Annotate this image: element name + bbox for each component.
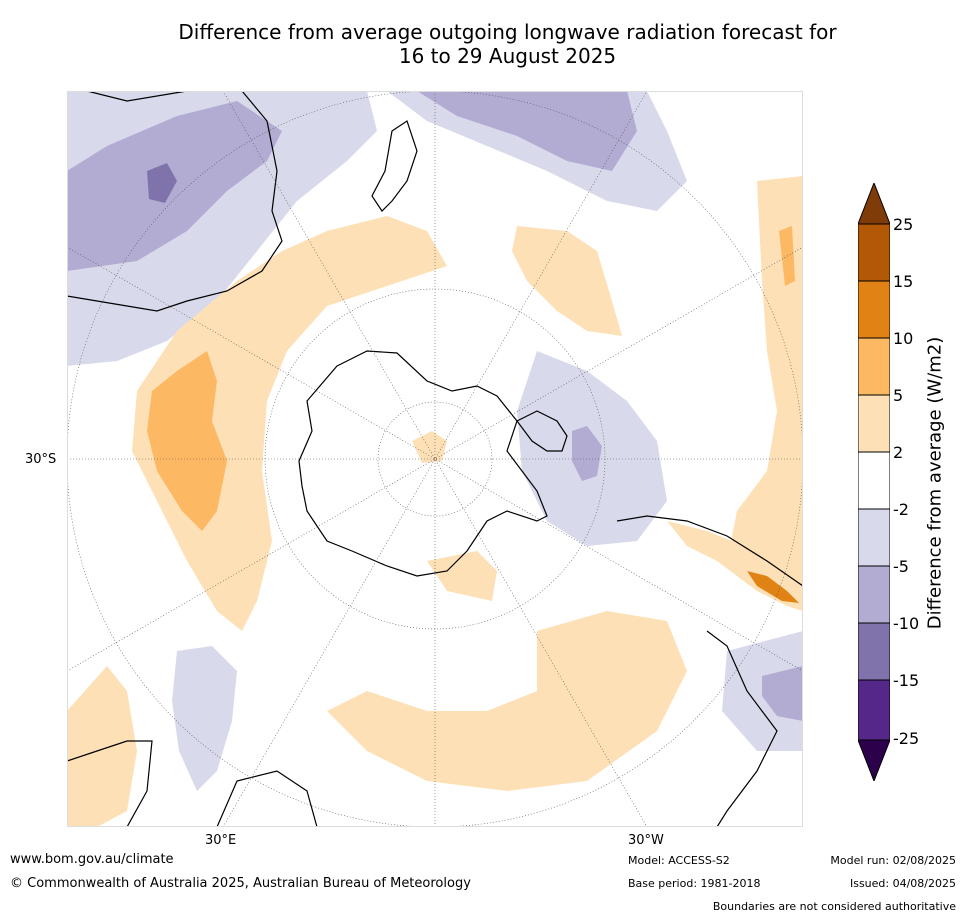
title-line-2: 16 to 29 August 2025	[398, 44, 617, 68]
polar-map	[67, 91, 803, 827]
colorbar-band-8	[857, 622, 891, 681]
map-frame	[67, 91, 803, 827]
antarctica-coastline	[298, 350, 548, 577]
colorbar-band-9	[857, 679, 891, 741]
anomaly-pos-north-pacific	[512, 226, 622, 336]
negative-anomaly-regions	[67, 91, 803, 791]
anomaly-pos-east-strip	[727, 176, 803, 611]
africa-coastline	[706, 630, 778, 827]
anomaly-neg-north-pacific-core	[417, 91, 637, 171]
colorbar-tick: -2	[893, 500, 909, 519]
india-coastline	[67, 740, 153, 827]
colorbar-tick: 15	[893, 272, 914, 291]
anomaly-pos-south-1	[427, 551, 497, 601]
graticule	[67, 91, 803, 827]
footer-base-period: Base period: 1981-2018	[628, 877, 761, 890]
anomaly-pos-south-2	[327, 611, 687, 791]
anomaly-neg-africa-core	[762, 666, 803, 721]
colorbar-top-extension	[857, 181, 891, 225]
anomaly-pos-ring-west	[132, 216, 447, 631]
footer-model: Model: ACCESS-S2	[628, 854, 730, 867]
map-title: Difference from average outgoing longwav…	[100, 20, 915, 68]
colorbar-bottom-extension	[857, 739, 891, 783]
label-lon-30e: 30°E	[205, 833, 237, 848]
footer-copyright: © Commonwealth of Australia 2025, Austra…	[10, 876, 471, 891]
colorbar-band-3	[857, 337, 891, 396]
colorbar-band-4	[857, 394, 891, 453]
footer-url[interactable]: www.bom.gov.au/climate	[10, 852, 174, 867]
colorbar-title: Difference from average (W/m2)	[924, 336, 946, 630]
footer-disclaimer: Boundaries are not considered authoritat…	[712, 900, 956, 913]
label-lat-30s: 30°S	[25, 452, 57, 467]
anomaly-neg-south-atlantic-core	[572, 426, 602, 481]
colorbar-tick: 10	[893, 329, 914, 348]
australia-coastline	[67, 91, 283, 312]
south-america-coastline	[616, 515, 803, 587]
colorbar-tick: -10	[893, 614, 920, 633]
anomaly-pos-southwest	[67, 666, 137, 827]
graticule-meridian-3	[222, 91, 648, 827]
colorbar-tick: 5	[893, 386, 904, 405]
colorbar-band-2	[857, 280, 891, 339]
graticule-circle-1	[377, 401, 493, 517]
graticule-meridian-6	[67, 246, 803, 672]
asia-coastline	[216, 770, 318, 827]
anomaly-pos-west-core	[147, 351, 227, 531]
colorbar-band-6	[857, 508, 891, 567]
colorbar-tick: -25	[893, 729, 920, 748]
footer-model-run: Model run: 02/08/2025	[830, 854, 956, 867]
anomaly-neg-west-pacific-peak	[147, 163, 177, 203]
colorbar-band-7	[857, 565, 891, 624]
graticule-meridian-5	[67, 246, 803, 672]
polar-map-svg	[67, 91, 803, 827]
colorbar-tick: -5	[893, 557, 909, 576]
footer-issued: Issued: 04/08/2025	[849, 877, 956, 890]
anomaly-neg-indian-ocean	[172, 646, 237, 791]
title-line-1: Difference from average outgoing longwav…	[178, 20, 837, 44]
colorbar-tick: 2	[893, 443, 904, 462]
antarctic-peninsula	[516, 410, 568, 452]
label-lon-30w: 30°W	[628, 833, 664, 848]
colorbar-band-1	[857, 223, 891, 282]
colorbar	[857, 181, 891, 783]
graticule-meridian-4	[222, 91, 648, 827]
colorbar-tick: -15	[893, 671, 920, 690]
new-zealand-coastline	[371, 120, 418, 212]
colorbar-tick: 25	[893, 215, 914, 234]
colorbar-svg	[857, 181, 891, 783]
colorbar-band-5	[857, 451, 891, 510]
anomaly-pos-south-america-core	[747, 571, 799, 603]
anomaly-neg-west-pacific-core	[67, 101, 282, 271]
anomaly-pos-antarctic-wedge	[412, 431, 447, 463]
